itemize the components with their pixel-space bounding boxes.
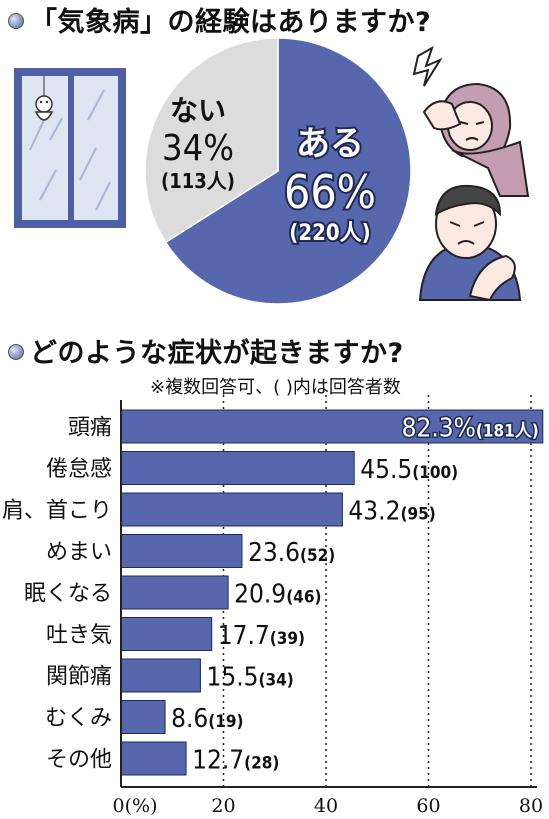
bar bbox=[120, 409, 544, 444]
bar bbox=[120, 534, 243, 568]
pie-label-nai: ない 34% (113人) bbox=[161, 94, 235, 193]
bar bbox=[120, 617, 213, 651]
category-label: むくみ bbox=[45, 706, 112, 731]
bar bbox=[120, 451, 355, 485]
pie-chart bbox=[144, 37, 412, 305]
category-label: めまい bbox=[46, 540, 112, 565]
x-tick-label: 80 bbox=[519, 795, 543, 817]
value-number: 17.7 bbox=[218, 621, 270, 651]
value-label: 23.6(52) bbox=[248, 538, 335, 568]
slice-count-nai: (113人) bbox=[161, 169, 235, 193]
value-count: (34) bbox=[259, 671, 294, 691]
bar bbox=[120, 658, 201, 693]
value-number: 15.5 bbox=[206, 663, 258, 693]
value-label: 15.5(34) bbox=[206, 663, 293, 693]
x-tick-label: 60 bbox=[416, 795, 440, 817]
x-tick-label: 0(%) bbox=[113, 795, 158, 817]
category-label: その他 bbox=[46, 748, 112, 773]
value-label: 20.9(46) bbox=[234, 580, 321, 610]
slice-label-nai: ない bbox=[170, 94, 226, 127]
value-label: 43.2(95) bbox=[348, 497, 435, 527]
bullet-icon bbox=[8, 12, 24, 29]
value-number: 12.7 bbox=[192, 746, 244, 776]
category-label: 頭痛 bbox=[68, 416, 112, 441]
bullet-icon bbox=[8, 343, 24, 360]
value-label: 8.6(19) bbox=[171, 704, 243, 734]
category-label: 関節痛 bbox=[46, 665, 112, 690]
value-number: 20.9 bbox=[234, 580, 286, 610]
bar bbox=[120, 741, 187, 776]
slice-label-aru: ある bbox=[296, 124, 364, 164]
value-count: (95) bbox=[400, 505, 435, 525]
people-illustration bbox=[412, 45, 530, 302]
value-label: 82.3%(181人) bbox=[402, 414, 539, 444]
bar-section-title: どのような症状が起きますか? bbox=[8, 340, 404, 367]
x-axis: 0(%) 20 40 60 80 bbox=[113, 400, 543, 817]
pie-slice-0 bbox=[164, 37, 412, 305]
value-count: (46) bbox=[286, 588, 321, 608]
category-label: 吐き気 bbox=[46, 623, 112, 648]
value-number: 8.6 bbox=[171, 704, 208, 734]
bar bbox=[120, 700, 166, 734]
x-tick-label: 20 bbox=[211, 795, 235, 817]
window-illustration bbox=[14, 68, 126, 228]
value-count: (19) bbox=[208, 712, 243, 732]
slice-pct-aru: 66% bbox=[284, 165, 376, 219]
bar-series: 頭痛 82.3%(181人) 倦怠感 45.5(100) 肩、首こり 43.2(95) めま… bbox=[2, 409, 544, 776]
value-number: 82.3% bbox=[402, 414, 476, 444]
x-tick-label: 40 bbox=[314, 795, 338, 817]
slice-count-aru: (220人) bbox=[289, 221, 370, 246]
value-label: 45.5(100) bbox=[360, 455, 458, 485]
value-count: (100) bbox=[412, 463, 458, 483]
category-label: 倦怠感 bbox=[46, 457, 112, 482]
value-count: (181人) bbox=[476, 422, 539, 442]
pie-label-aru: ある 66% (220人) bbox=[282, 122, 378, 248]
category-label: 眠くなる bbox=[24, 582, 112, 607]
slice-pct-nai: 34% bbox=[162, 128, 234, 169]
value-number: 43.2 bbox=[348, 497, 400, 527]
value-number: 45.5 bbox=[360, 455, 412, 485]
bar-subtitle: ※複数回答可、( )内は回答者数 bbox=[150, 377, 401, 398]
value-label: 17.7(39) bbox=[218, 621, 305, 651]
value-count: (52) bbox=[300, 546, 335, 566]
bar bbox=[120, 492, 343, 527]
bar bbox=[120, 575, 229, 610]
value-label: 12.7(28) bbox=[192, 746, 279, 776]
pie-section-title: 「気象病」の経験はありますか? bbox=[8, 9, 431, 36]
value-count: (39) bbox=[270, 629, 305, 649]
value-number: 23.6 bbox=[248, 538, 300, 568]
value-count: (28) bbox=[244, 754, 279, 774]
pie-slice-1 bbox=[144, 37, 279, 244]
category-label: 肩、首こり bbox=[2, 499, 112, 524]
